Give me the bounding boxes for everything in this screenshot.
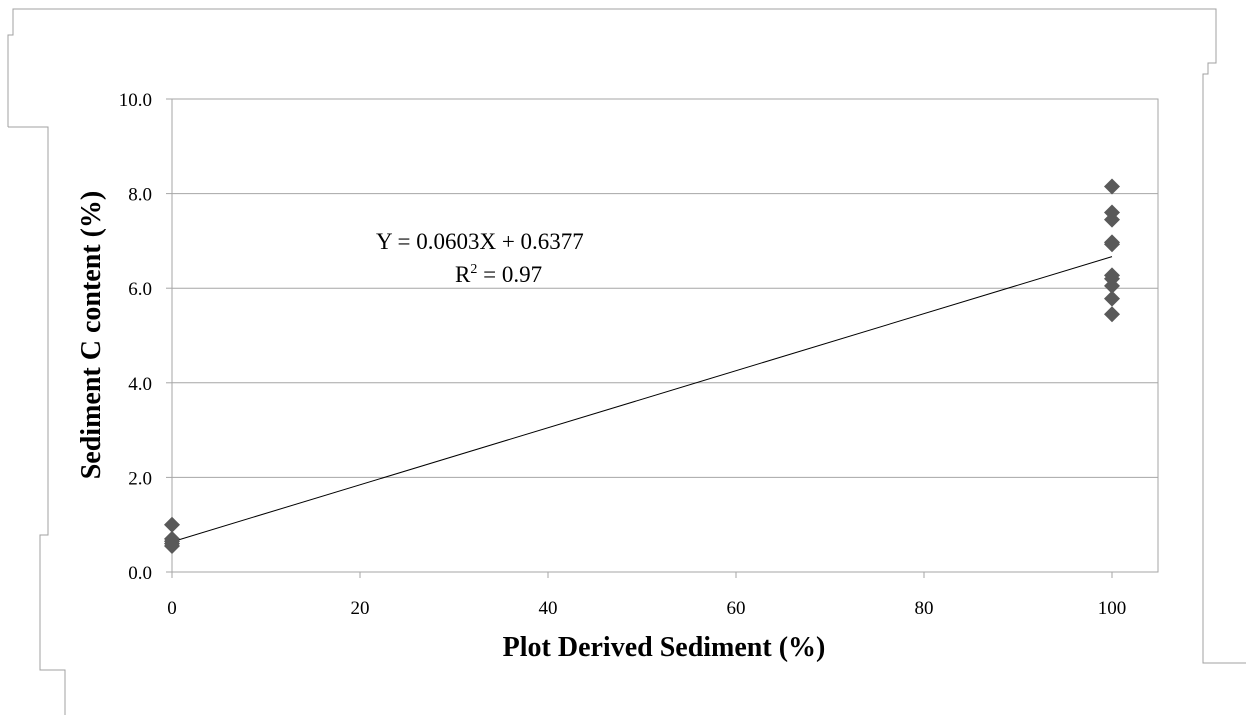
trendline (171, 256, 1113, 543)
y-axis-title: Sediment C content (%) (76, 191, 107, 480)
r-squared-label: R2 = 0.97 (455, 262, 542, 287)
page-border (7, 8, 1246, 715)
x-tick-label: 60 (727, 598, 746, 619)
y-tick-label: 4.0 (128, 374, 152, 395)
data-point (1104, 290, 1120, 307)
x-tick-label: 20 (351, 598, 370, 619)
gridlines (172, 193, 1158, 478)
y-tick-label: 8.0 (128, 185, 152, 206)
x-axis-title: Plot Derived Sediment (%) (503, 632, 826, 663)
data-point (1104, 277, 1120, 294)
data-point (164, 516, 180, 533)
x-tick-label: 100 (1098, 598, 1127, 619)
r-squared-superscript: 2 (470, 262, 477, 277)
data-point (1104, 306, 1120, 323)
data-point (1104, 211, 1120, 228)
y-axis-ticks: 0.0 2.0 4.0 6.0 8.0 10.0 (119, 90, 172, 584)
y-tick-label: 2.0 (128, 468, 152, 489)
y-tick-label: 6.0 (128, 279, 152, 300)
x-tick-label: 40 (539, 598, 558, 619)
data-point (1104, 178, 1120, 195)
plot-area (171, 98, 1159, 573)
regression-equation: Y = 0.0603X + 0.6377 (376, 229, 584, 254)
data-point (164, 537, 180, 554)
x-tick-label: 80 (915, 598, 934, 619)
x-axis-ticks: 0 20 40 60 80 100 (167, 572, 1126, 619)
data-point (1104, 236, 1120, 253)
x-tick-label: 0 (167, 598, 177, 619)
r-squared-value: = 0.97 (477, 262, 542, 287)
data-points (164, 178, 1120, 554)
r-squared-prefix: R (455, 262, 471, 287)
y-tick-label: 10.0 (119, 90, 152, 111)
y-tick-label: 0.0 (128, 563, 152, 584)
